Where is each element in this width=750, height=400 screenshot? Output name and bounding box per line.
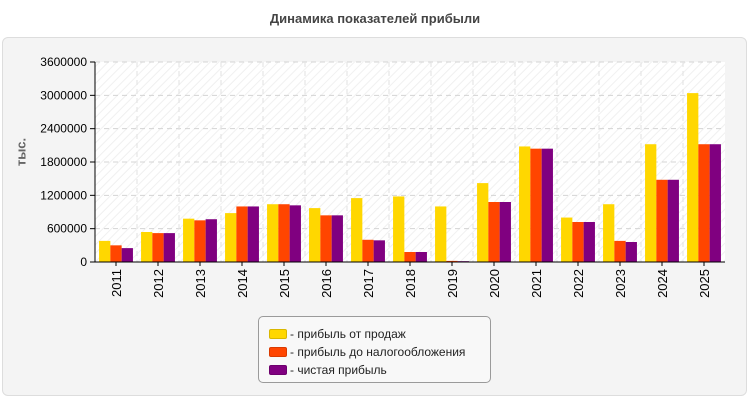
bar-2013-series-1	[183, 218, 195, 262]
bar-2016-series-2	[320, 215, 332, 262]
y-axis-label: тыс.	[13, 137, 29, 167]
x-tick-label: 2015	[277, 269, 292, 298]
bar-2025-series-1	[687, 93, 699, 262]
x-tick-label: 2022	[571, 269, 586, 298]
x-tick-label: 2013	[193, 269, 208, 298]
bar-2015-series-2	[278, 204, 290, 262]
bar-2014-series-2	[236, 206, 248, 262]
bar-2018-series-2	[404, 252, 416, 262]
y-tick-label: 0	[80, 255, 87, 269]
bar-2018-series-1	[393, 196, 405, 262]
bar-2014-series-1	[225, 213, 237, 262]
bar-2024-series-2	[656, 179, 668, 262]
bar-2019-series-1	[435, 206, 447, 262]
bar-2017-series-3	[373, 240, 385, 262]
legend-item-1: - прибыль от продаж	[269, 325, 490, 343]
bar-2020-series-1	[477, 183, 489, 262]
bar-2019-series-2	[446, 260, 458, 262]
y-tick-label: 3000000	[40, 88, 87, 102]
bar-2015-series-3	[289, 205, 301, 262]
bar-2021-series-2	[530, 148, 542, 262]
bar-2012-series-2	[152, 233, 164, 262]
x-tick-label: 2014	[235, 269, 250, 298]
x-tick-label: 2011	[109, 269, 124, 297]
bar-2020-series-3	[499, 202, 511, 262]
legend-swatch	[269, 347, 287, 357]
bar-2022-series-1	[561, 217, 573, 262]
x-tick-label: 2020	[487, 269, 502, 298]
bar-2012-series-3	[163, 233, 175, 262]
bar-2011-series-3	[121, 248, 133, 262]
x-tick-label: 2018	[403, 269, 418, 298]
bar-2018-series-3	[415, 252, 427, 262]
bar-2023-series-2	[614, 240, 626, 262]
x-tick-label: 2024	[655, 269, 670, 298]
chart-title: Динамика показателей прибыли	[269, 11, 481, 26]
y-tick-label: 600000	[47, 222, 87, 236]
x-tick-label: 2025	[697, 269, 712, 298]
legend-label: - прибыль до налогообложения	[290, 345, 466, 359]
bar-2024-series-1	[645, 144, 657, 262]
x-tick-label: 2016	[319, 269, 334, 298]
y-tick-label: 3600000	[40, 55, 87, 69]
legend-item-2: - прибыль до налогообложения	[269, 343, 490, 361]
legend-item-3: - чистая прибыль	[269, 361, 490, 379]
bar-2013-series-3	[205, 219, 217, 262]
bar-2017-series-2	[362, 239, 374, 262]
x-tick-label: 2021	[529, 269, 544, 298]
bar-2024-series-3	[667, 179, 679, 262]
bar-2022-series-2	[572, 222, 584, 262]
y-tick-label: 1800000	[40, 155, 87, 169]
bar-2016-series-3	[331, 215, 343, 262]
x-tick-label: 2017	[361, 269, 376, 298]
bar-2021-series-3	[541, 148, 553, 262]
bar-2023-series-1	[603, 204, 615, 262]
bar-2021-series-1	[519, 146, 531, 262]
x-tick-label: 2023	[613, 269, 628, 298]
bar-2017-series-1	[351, 198, 363, 262]
legend: - прибыль от продаж - прибыль до налогооб…	[258, 316, 491, 383]
bar-2014-series-3	[247, 206, 259, 262]
bar-2025-series-2	[698, 144, 710, 262]
legend-label: - прибыль от продаж	[290, 327, 406, 341]
bar-2011-series-2	[110, 245, 122, 262]
bar-2012-series-1	[141, 232, 153, 262]
bar-2022-series-3	[583, 222, 595, 262]
bar-2025-series-3	[709, 144, 721, 262]
legend-label: - чистая прибыль	[290, 363, 387, 377]
bar-2020-series-2	[488, 202, 500, 262]
bar-2011-series-1	[99, 240, 111, 262]
bar-2016-series-1	[309, 208, 321, 262]
bar-2013-series-2	[194, 220, 206, 262]
legend-swatch	[269, 365, 287, 375]
y-tick-label: 2400000	[40, 122, 87, 136]
y-tick-label: 1200000	[40, 188, 87, 202]
x-tick-label: 2019	[445, 269, 460, 298]
legend-swatch	[269, 329, 287, 339]
bar-2015-series-1	[267, 204, 279, 262]
bar-2023-series-3	[625, 242, 637, 262]
x-tick-label: 2012	[151, 269, 166, 298]
